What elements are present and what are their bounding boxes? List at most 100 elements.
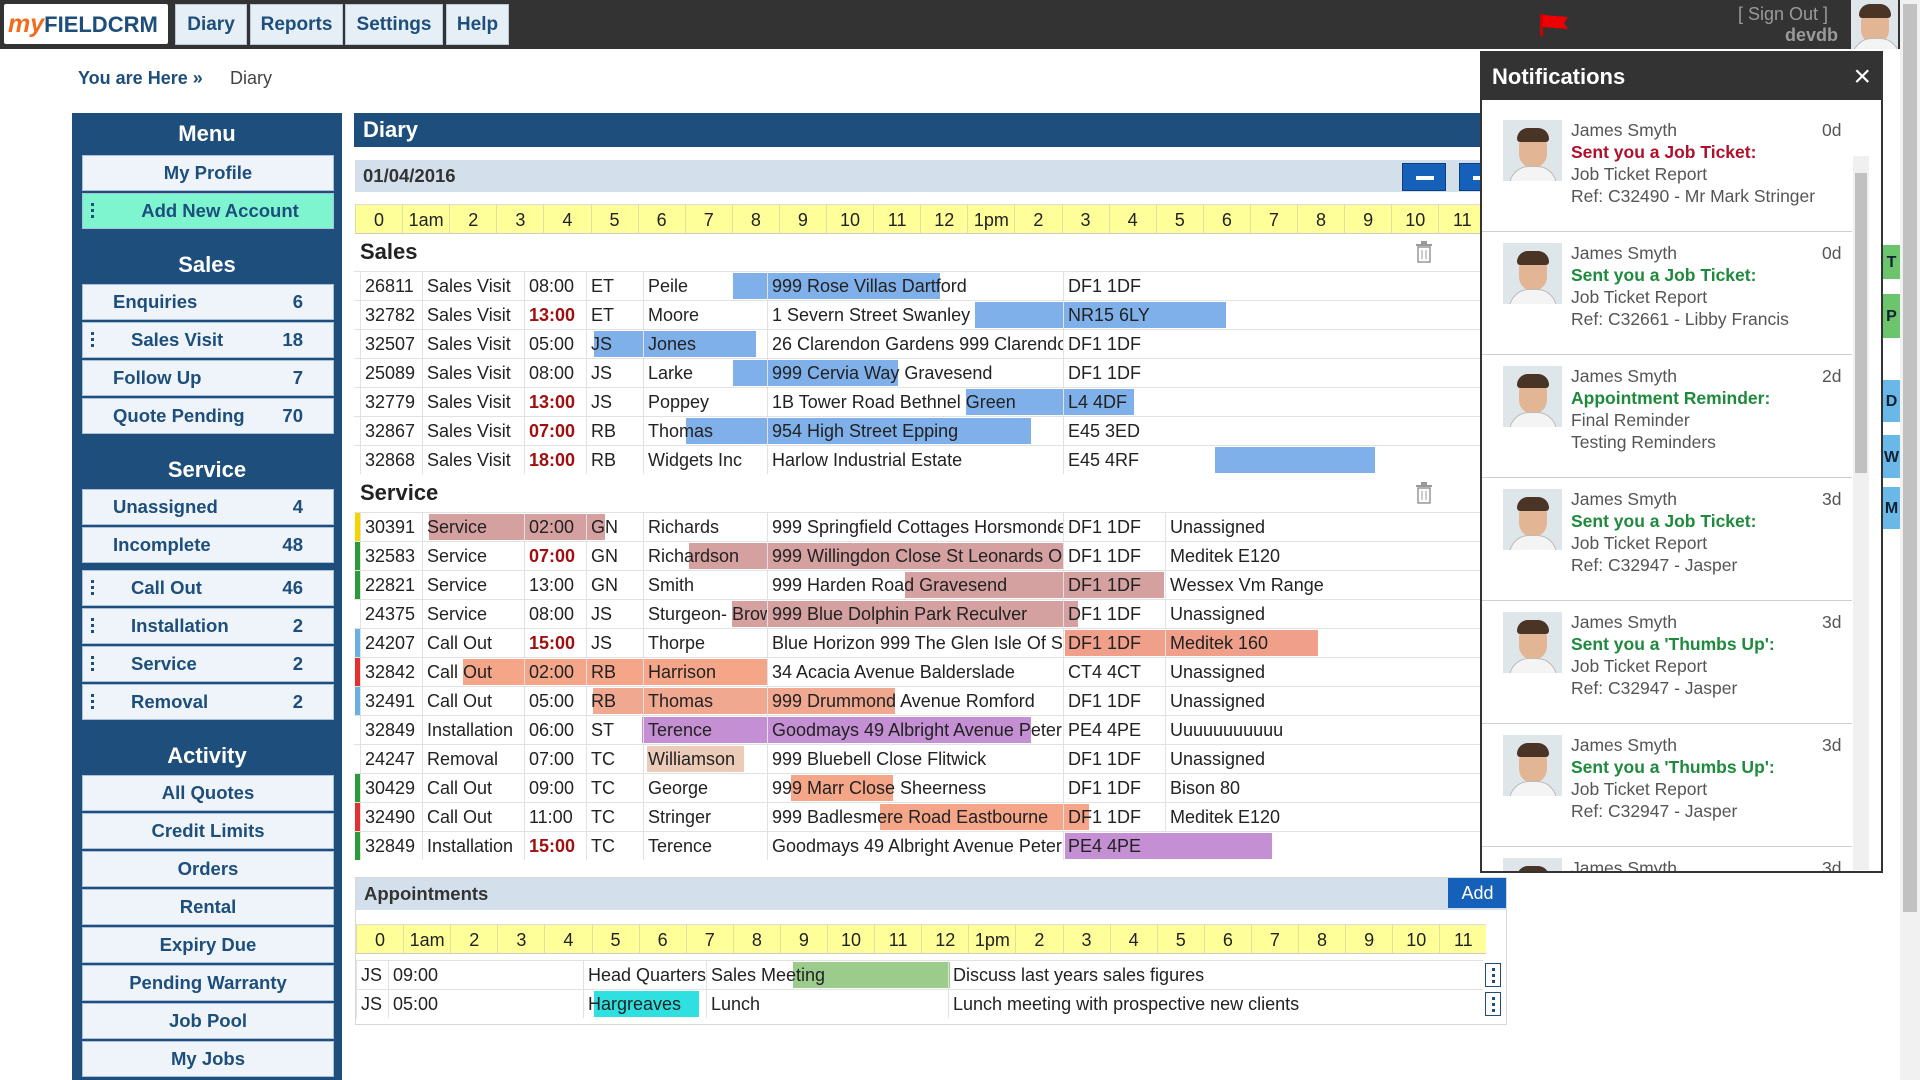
user-avatar[interactable] [1851, 0, 1898, 49]
breadcrumb-current: Diary [230, 68, 273, 88]
notification[interactable]: James Smyth 0d Sent you a Job Ticket: Job T… [1482, 109, 1852, 232]
page-scrollbar-thumb[interactable] [1903, 4, 1917, 912]
drag-handle[interactable] [91, 656, 94, 673]
diary-row[interactable]: 32490 Call Out 11:00 TC Stringer 999 Badlesme… [354, 802, 1482, 831]
action: Sent you a Job Ticket: [1571, 265, 1757, 285]
side-tab[interactable]: T [1883, 245, 1900, 279]
cell: 34 Acacia Avenue Balderslade [767, 658, 1063, 686]
side-tab[interactable]: D [1883, 380, 1900, 422]
drag-handle[interactable] [91, 618, 94, 635]
notification[interactable]: James Smyth 3d [1482, 847, 1852, 871]
drag-handle[interactable] [91, 203, 94, 220]
menu-item[interactable]: Service 2 [82, 646, 334, 682]
hour-label: 1am [402, 205, 449, 233]
diary-row[interactable]: 25089 Sales Visit 08:00 JS Larke 999 Cervia W… [354, 358, 1482, 387]
menu-item[interactable]: Sales Visit 18 [82, 322, 334, 358]
cell: JS [586, 388, 643, 416]
diary-row[interactable]: 32867 Sales Visit 07:00 RB Thomas 954 High St… [354, 416, 1482, 445]
menu-item[interactable]: Credit Limits [82, 813, 334, 849]
appointment-row[interactable]: JS 05:00 Hargreaves Lunch Lunch meeting with… [356, 989, 1483, 1018]
menu-item[interactable]: Call Out 46 [82, 570, 334, 606]
collapse-button[interactable] [1402, 163, 1446, 191]
diary-row[interactable]: 32782 Sales Visit 13:00 ET Moore 1 Severn Str… [354, 300, 1482, 329]
breadcrumb-label: You are Here » [78, 68, 203, 88]
menu-label: Orders [177, 858, 239, 879]
menu-item[interactable]: Expiry Due [82, 927, 334, 963]
status-strip [355, 658, 360, 686]
nav-button[interactable]: Diary [175, 4, 247, 45]
menu-item[interactable]: Incomplete 48 [82, 527, 334, 563]
cell: Sales Visit [422, 272, 524, 300]
diary-row[interactable]: 30429 Call Out 09:00 TC George 999 Marr Close… [354, 773, 1482, 802]
diary-row[interactable]: 32491 Call Out 05:00 RB Thomas 999 Drummond A… [354, 686, 1482, 715]
diary-row[interactable]: 32842 Call Out 02:00 RB Harrison 34 Acacia Av… [354, 657, 1482, 686]
menu-count: 2 [292, 691, 303, 712]
side-tab[interactable]: P [1883, 294, 1900, 338]
cell: 07:00 [524, 542, 586, 570]
notification[interactable]: James Smyth 3d Sent you a 'Thumbs Up': Job … [1482, 724, 1852, 847]
time-bar [974, 302, 1226, 328]
appointment-row[interactable]: JS 09:00 Head Quarters Sales Meeting Discuss… [356, 960, 1483, 989]
time-bar [733, 360, 898, 386]
age: 2d [1822, 366, 1842, 386]
diary-row[interactable]: 32507 Sales Visit 05:00 JS Jones 26 Clarendon… [354, 329, 1482, 358]
menu-item[interactable]: Unassigned 4 [82, 489, 334, 525]
menu-item[interactable]: Removal 2 [82, 684, 334, 720]
menu-item[interactable]: Enquiries 6 [82, 284, 334, 320]
diary-row[interactable]: 24207 Call Out 15:00 JS Thorpe Blue Horizon 9… [354, 628, 1482, 657]
menu-item[interactable]: Rental [82, 889, 334, 925]
drag-handle[interactable] [91, 694, 94, 711]
diary-row[interactable]: 32868 Sales Visit 18:00 RB Widgets Inc Harlow… [354, 445, 1482, 474]
diary-row[interactable]: 30391 Service 02:00 GN Richards 999 Springfie… [354, 512, 1482, 541]
menu-item[interactable]: Installation 2 [82, 608, 334, 644]
notification[interactable]: James Smyth 3d Sent you a 'Thumbs Up': Job … [1482, 601, 1852, 724]
drag-handle[interactable] [91, 580, 94, 597]
menu-label: My Profile [163, 162, 253, 183]
diary-row[interactable]: 22821 Service 13:00 GN Smith 999 Harden Road … [354, 570, 1482, 599]
delete-icon[interactable] [1414, 241, 1434, 263]
diary-row[interactable]: 24247 Removal 07:00 TC Williamson 999 Bluebel… [354, 744, 1482, 773]
side-tab[interactable]: M [1883, 487, 1900, 529]
diary-row[interactable]: 32849 Installation 15:00 TC Terence Goodmays … [354, 831, 1482, 860]
menu-item[interactable]: Orders [82, 851, 334, 887]
scrollbar-thumb[interactable] [1855, 173, 1867, 473]
diary-row[interactable]: 32779 Sales Visit 13:00 JS Poppey 1B Tower Ro… [354, 387, 1482, 416]
menu-item[interactable]: Job Pool [82, 1003, 334, 1039]
menu-item[interactable]: Follow Up 7 [82, 360, 334, 396]
notification[interactable]: James Smyth 0d Sent you a Job Ticket: Job T… [1482, 232, 1852, 355]
cell: E45 3ED [1063, 417, 1165, 445]
nav-button[interactable]: Settings [345, 4, 443, 45]
logo[interactable]: myFIELDCRM [4, 4, 168, 44]
row-menu[interactable] [1485, 992, 1501, 1016]
nav-button[interactable]: Reports [250, 4, 343, 45]
diary-row[interactable]: 32583 Service 07:00 GN Richardson 999 Willing… [354, 541, 1482, 570]
delete-icon[interactable] [1414, 482, 1434, 504]
cell: 999 Drummond Avenue Romford [767, 687, 1063, 715]
close-button[interactable]: × [1853, 60, 1871, 93]
menu-item[interactable]: Add New Account [82, 193, 334, 229]
hour-label: 7 [1249, 205, 1297, 233]
nav-button[interactable]: Help [446, 4, 509, 45]
menu-item[interactable]: Pending Warranty [82, 965, 334, 1001]
diary-row[interactable]: 26811 Sales Visit 08:00 ET Peile 999 Rose Vil… [354, 271, 1482, 300]
add-button[interactable]: Add [1448, 878, 1506, 908]
sign-out[interactable]: [ Sign Out ] [1738, 4, 1829, 24]
collapse-button[interactable] [1459, 163, 1482, 191]
row-menu[interactable] [1485, 963, 1501, 987]
cell: RB [586, 417, 643, 445]
menu-item[interactable]: All Quotes [82, 775, 334, 811]
notification[interactable]: James Smyth 2d Appointment Reminder: Final … [1482, 355, 1852, 478]
drag-handle[interactable] [91, 332, 94, 349]
menu-item[interactable]: My Profile [82, 155, 334, 191]
diary-row[interactable]: 32849 Installation 06:00 ST Terence Goodmays … [354, 715, 1482, 744]
menu-item[interactable]: My Jobs [82, 1041, 334, 1077]
flag-icon[interactable] [1538, 12, 1570, 38]
cell: 22821 [360, 571, 422, 599]
cell: Sales Visit [422, 301, 524, 329]
cell: 32867 [360, 417, 422, 445]
menu-item[interactable]: Quote Pending 70 [82, 398, 334, 434]
logo-rest: FIELDCRM [44, 12, 158, 37]
side-tab[interactable]: W [1883, 435, 1900, 478]
notification[interactable]: James Smyth 3d Sent you a Job Ticket: Job T… [1482, 478, 1852, 601]
